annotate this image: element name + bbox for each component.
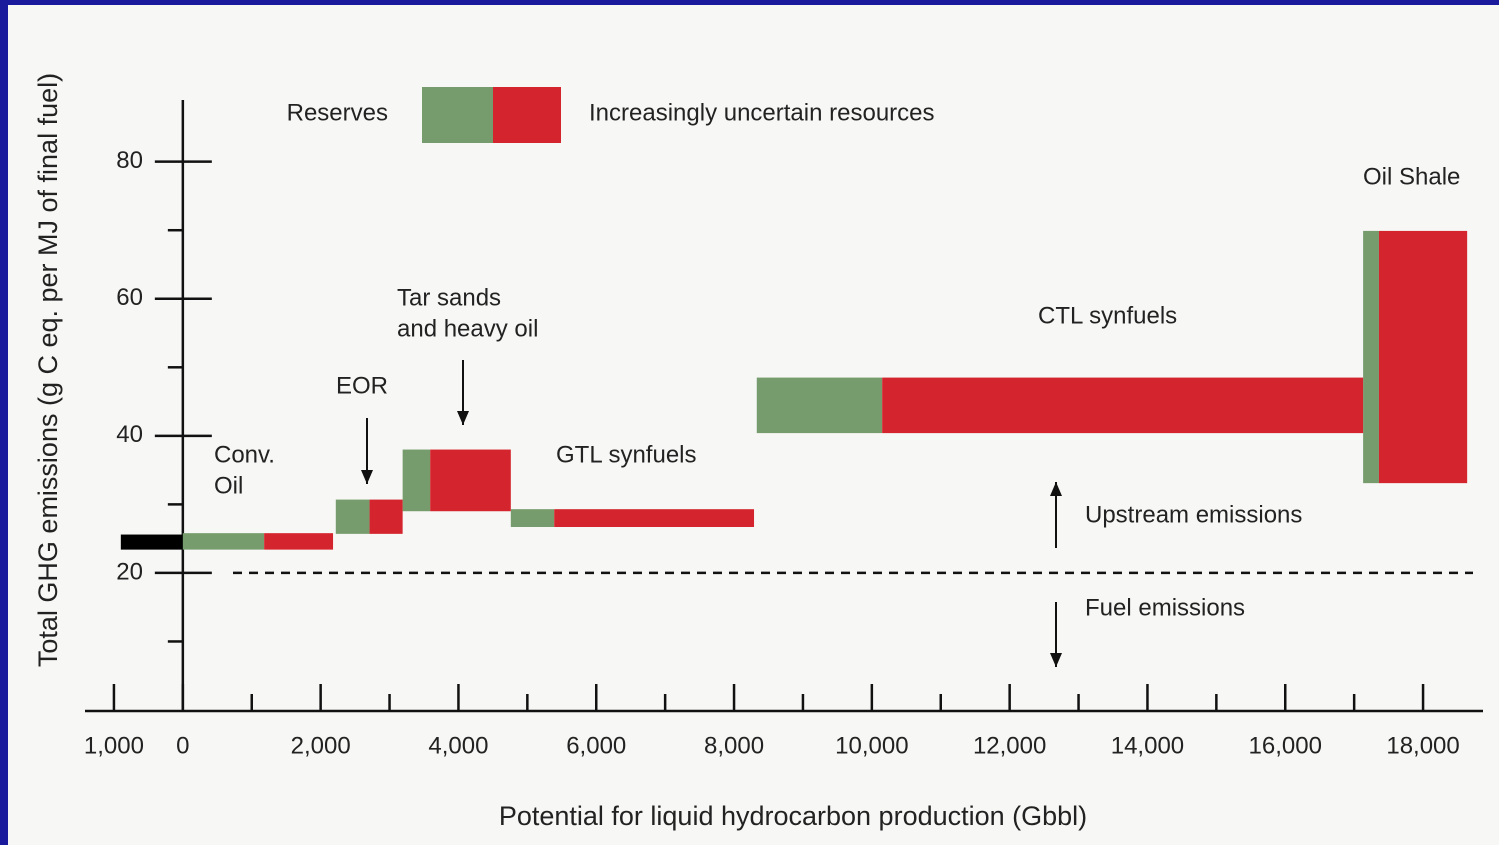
legend-label: Reserves — [287, 99, 388, 126]
annotation: Fuel emissions — [1085, 594, 1245, 621]
legend-label: Increasingly uncertain resources — [589, 99, 935, 126]
category-label: EOR — [336, 372, 388, 399]
x-tick-label: 16,000 — [1249, 732, 1322, 759]
x-tick-label: 12,000 — [973, 732, 1046, 759]
bar-segment — [1378, 230, 1468, 484]
category-label: GTL synfuels — [556, 441, 697, 468]
y-tick-label: 40 — [116, 421, 143, 448]
category-label: Conv. — [214, 441, 275, 468]
annotation: Upstream emissions — [1085, 501, 1302, 528]
x-tick-label: 2,000 — [291, 732, 351, 759]
bar-segment — [182, 533, 265, 550]
bar-segment — [369, 499, 403, 534]
legend-swatch — [422, 87, 493, 143]
x-tick-label: 10,000 — [835, 732, 908, 759]
arrow-head — [1050, 482, 1062, 496]
bar-segment — [335, 499, 370, 534]
category-label: Oil Shale — [1363, 163, 1460, 190]
arrow-head — [1050, 653, 1062, 667]
bar-segment — [882, 377, 1364, 434]
y-tick-label: 80 — [116, 147, 143, 174]
y-tick-label: 60 — [116, 284, 143, 311]
bar-segment — [554, 509, 755, 527]
bar-segment — [264, 533, 334, 550]
y-axis-title: Total GHG emissions (g C eq. per MJ of f… — [33, 73, 63, 667]
bar-segment — [430, 449, 511, 512]
arrow-head — [457, 411, 469, 425]
x-tick-label: 8,000 — [704, 732, 764, 759]
x-axis-title: Potential for liquid hydrocarbon product… — [499, 801, 1087, 831]
x-tick-label: 0 — [176, 732, 189, 759]
x-tick-label: 4,000 — [428, 732, 488, 759]
arrow-head — [361, 470, 373, 484]
category-label: Tar sands — [397, 284, 501, 311]
category-label: CTL synfuels — [1038, 302, 1177, 329]
bar-segment — [1363, 230, 1379, 484]
bar-segment — [510, 509, 555, 527]
legend-swatch — [493, 87, 561, 143]
x-tick-label: 1,000 — [84, 732, 144, 759]
category-label: and heavy oil — [397, 315, 538, 342]
produced-bar — [120, 534, 183, 550]
y-tick-label: 20 — [116, 558, 143, 585]
bar-segment — [402, 449, 431, 512]
x-tick-label: 6,000 — [566, 732, 626, 759]
category-label: Oil — [214, 472, 243, 499]
x-tick-label: 18,000 — [1386, 732, 1459, 759]
bar-segment — [756, 377, 883, 434]
x-tick-label: 14,000 — [1111, 732, 1184, 759]
